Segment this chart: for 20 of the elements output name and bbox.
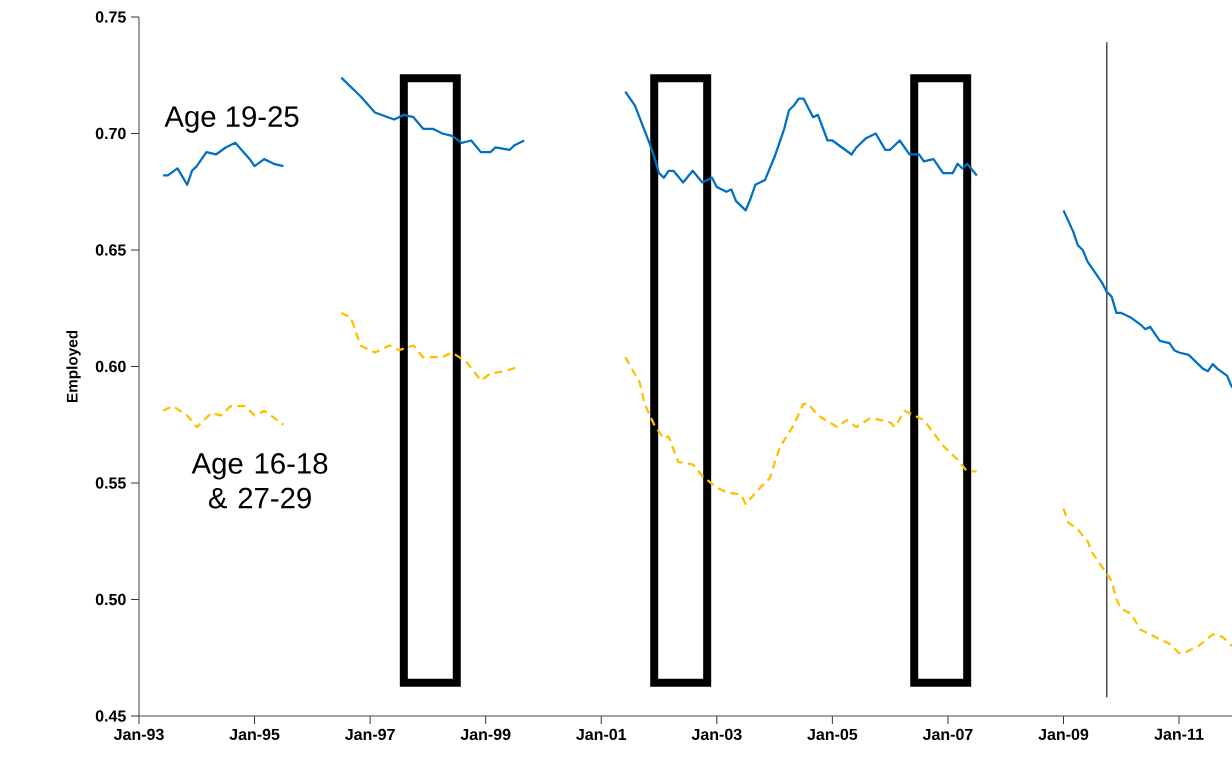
x-tick-label: Jan-95	[229, 728, 280, 741]
x-tick-label: Jan-03	[691, 728, 742, 741]
x-tick-label: Jan-97	[345, 728, 395, 741]
y-axis-title: Employed	[66, 330, 81, 403]
x-tick-label: Jan-09	[1038, 728, 1089, 741]
y-tick-label: 0.50	[95, 593, 126, 606]
x-tick-label: Jan-01	[576, 728, 627, 741]
x-tick-label: Jan-93	[113, 728, 164, 741]
y-tick-label: 0.60	[95, 360, 126, 373]
x-tick-label: Jan-07	[922, 728, 973, 741]
y-tick-label: 0.65	[95, 244, 126, 256]
series-label: Age 19-25	[164, 106, 299, 133]
series-label: Age 16-18 & 27-29	[191, 453, 328, 509]
y-tick-label: 0.75	[95, 11, 126, 23]
x-tick-label: Jan-99	[460, 728, 511, 741]
x-tick-label: Jan-11	[1154, 728, 1204, 740]
y-tick-label: 0.55	[95, 477, 126, 489]
y-tick-label: 0.70	[95, 127, 126, 140]
y-tick-label: 0.45	[95, 710, 126, 722]
x-tick-label: Jan-05	[807, 728, 858, 741]
